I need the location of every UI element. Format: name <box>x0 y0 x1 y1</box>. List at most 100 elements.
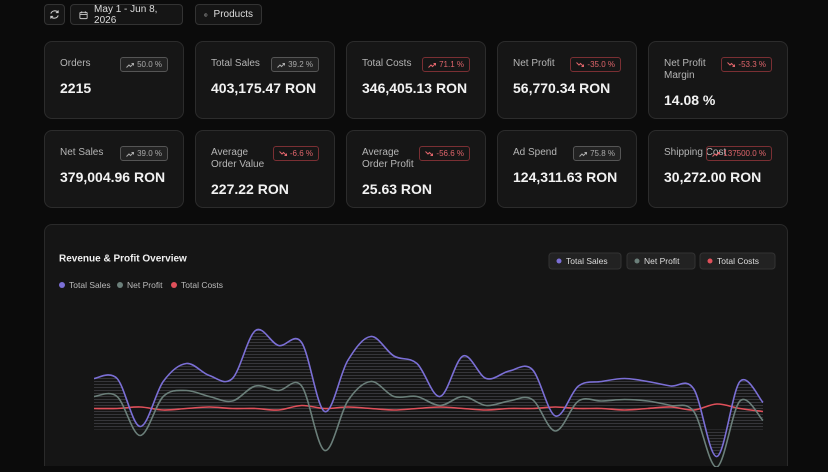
series-toggle[interactable]: Total Costs <box>699 252 776 270</box>
refresh-icon <box>50 10 59 19</box>
legend-dot <box>117 282 123 288</box>
change-value: 39.2 % <box>288 60 313 69</box>
date-range-button[interactable]: May 1 - Jun 8, 2026 <box>70 3 183 26</box>
change-badge: 71.1 % <box>422 57 470 72</box>
trend-icon <box>277 62 286 68</box>
date-range: May 1 - Jun 8, 2026 <box>94 3 158 26</box>
legend-dot <box>59 282 65 288</box>
plus-icon <box>204 12 208 17</box>
toggle-dot <box>707 258 713 264</box>
kpi-card: Ad Spend 124,311.63 RON 75.8 % <box>497 130 637 208</box>
kpi-value: 227.22 RON <box>211 181 289 197</box>
kpi-label: Average Order Profit <box>362 147 414 170</box>
kpi-label: Net Profit Margin <box>664 58 706 81</box>
kpi-label: Total Costs <box>362 58 412 69</box>
kpi-label: Ad Spend <box>513 147 557 158</box>
kpi-value: 379,004.96 RON <box>60 169 166 185</box>
chart: Revenue & Profit Overview Total Sales Tot… <box>59 252 776 468</box>
change-badge: 39.0 % <box>120 146 168 161</box>
trend-icon <box>576 61 585 67</box>
trend-icon <box>126 151 135 157</box>
kpi-label: Net Sales <box>60 147 104 158</box>
kpi-label: Orders <box>60 58 91 69</box>
refresh-button[interactable] <box>44 4 65 25</box>
series-line <box>93 380 764 468</box>
kpi-label: Net Profit <box>513 58 555 69</box>
change-badge: 75.8 % <box>573 146 621 161</box>
series-line <box>93 403 764 413</box>
kpi-label: Total Sales <box>211 58 260 69</box>
products-label: Products <box>213 9 253 20</box>
legend-dot <box>171 282 177 288</box>
toggle-box <box>548 252 622 270</box>
change-value: 75.8 % <box>590 149 615 158</box>
trend-arrow <box>727 61 736 67</box>
kpi-card: Net Sales 379,004.96 RON 39.0 % <box>44 130 184 208</box>
change-value: -56.6 % <box>436 149 464 158</box>
kpi-card: Total Sales 403,175.47 RON 39.2 % <box>195 41 335 119</box>
toggle-dot <box>556 258 562 264</box>
kpi-value: 14.08 % <box>664 92 716 108</box>
kpi-value: 346,405.13 RON <box>362 80 468 96</box>
trend-icon <box>712 151 721 157</box>
change-value: -6.6 % <box>289 149 313 158</box>
change-badge: -53.3 % <box>721 57 772 72</box>
toggle-box <box>626 252 696 270</box>
change-badge: 50.0 % <box>120 57 168 72</box>
change-badge: 39.2 % <box>271 57 319 72</box>
kpi-label: Shipping Cost <box>664 147 727 158</box>
trend-icon <box>579 151 588 157</box>
toggle-dot <box>634 258 640 264</box>
kpi-card: Orders 2215 50.0 % <box>44 41 184 119</box>
chart-title: Revenue & Profit Overview <box>59 254 187 265</box>
products-button[interactable]: Products <box>195 4 262 25</box>
trend-icon <box>727 61 736 67</box>
trend-icon <box>428 62 437 68</box>
kpi-value: 403,175.47 RON <box>211 80 317 96</box>
sales-area <box>94 329 763 457</box>
kpi-card: Net Profit Margin 14.08 % -53.3 % <box>648 41 788 119</box>
calendar-icon <box>79 10 88 19</box>
legend-label: Total Sales <box>69 280 111 290</box>
trend-arrow <box>712 151 721 157</box>
trend-arrow <box>277 62 286 68</box>
trend-arrow <box>126 62 135 68</box>
change-value: 50.0 % <box>137 60 162 69</box>
change-value: 39.0 % <box>137 149 162 158</box>
toggle-box <box>699 252 776 270</box>
change-badge: -6.6 % <box>272 146 319 161</box>
trend-icon <box>126 62 135 68</box>
toggle-label: Total Sales <box>566 256 608 266</box>
legend-label: Total Costs <box>181 280 223 290</box>
chart-panel: Revenue & Profit Overview Total Sales Tot… <box>44 224 788 468</box>
trend-arrow <box>425 150 434 156</box>
kpi-value: 30,272.00 RON <box>664 169 762 185</box>
series-toggle[interactable]: Net Profit <box>626 252 696 270</box>
trend-arrow <box>428 62 437 68</box>
change-value: 71.1 % <box>439 60 464 69</box>
change-value: -53.3 % <box>738 60 766 69</box>
toggle-label: Total Costs <box>717 256 759 266</box>
kpi-value: 124,311.63 RON <box>513 169 618 185</box>
kpi-value: 2215 <box>60 80 92 96</box>
kpi-card: Average Order Profit 25.63 RON -56.6 % <box>346 130 486 208</box>
kpi-card: Shipping Cost 30,272.00 RON 137500.0 % <box>648 130 788 208</box>
kpi-value: 25.63 RON <box>362 181 433 197</box>
change-badge: -35.0 % <box>570 57 621 72</box>
series-toggle[interactable]: Total Sales <box>548 252 622 270</box>
series-line <box>93 328 764 458</box>
trend-arrow <box>579 151 588 157</box>
trend-icon <box>279 150 287 156</box>
trend-icon <box>425 150 434 156</box>
change-badge: 137500.0 % <box>706 146 772 161</box>
trend-arrow <box>576 61 585 67</box>
change-value: -35.0 % <box>587 60 615 69</box>
trend-arrow <box>126 151 135 157</box>
change-badge: -56.6 % <box>419 146 470 161</box>
trend-arrow <box>279 150 287 156</box>
kpi-card: Average Order Value 227.22 RON -6.6 % <box>195 130 335 208</box>
kpi-card: Net Profit 56,770.34 RON -35.0 % <box>497 41 637 119</box>
change-value: 137500.0 % <box>723 149 766 158</box>
kpi-label: Average Order Value <box>211 147 265 170</box>
